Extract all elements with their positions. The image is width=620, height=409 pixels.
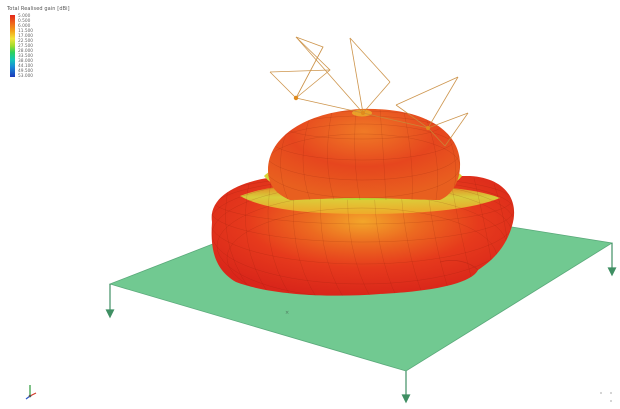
legend-tick-label: 44.100	[18, 64, 34, 69]
legend-tick-label: 6.000	[18, 24, 31, 29]
gain-color-legend: Total Realised gain [dBi] 5.000 0.500 6.…	[7, 6, 117, 80]
legend-tick-label: 53.000	[18, 74, 34, 79]
legend-tick-label: 49.500	[18, 69, 34, 74]
legend-tick-label: 11.500	[18, 29, 34, 34]
legend-tick-label: 38.000	[18, 59, 34, 64]
legend-color-bar	[10, 15, 15, 77]
legend-title: Total Realised gain [dBi]	[7, 6, 70, 12]
legend-tick-label: 22.500	[18, 39, 34, 44]
antenna-wire-frame[interactable]	[269, 36, 469, 147]
gain-pattern-upper-lobe[interactable]	[264, 108, 461, 200]
axis-triad-icon[interactable]	[25, 385, 37, 400]
legend-tick-label: 0.500	[18, 19, 31, 24]
legend-tick-label: 33.500	[18, 54, 34, 59]
feed-points	[293, 95, 430, 130]
legend-tick-label: 28.000	[18, 49, 34, 54]
view-dots-icon[interactable]	[600, 392, 612, 402]
origin-marker: ×	[285, 310, 289, 316]
legend-tick-label: 5.000	[18, 14, 31, 19]
legend-tick-label: 27.500	[18, 44, 34, 49]
ground-supports	[105, 243, 617, 404]
legend-tick-label: 17.000	[18, 34, 34, 39]
